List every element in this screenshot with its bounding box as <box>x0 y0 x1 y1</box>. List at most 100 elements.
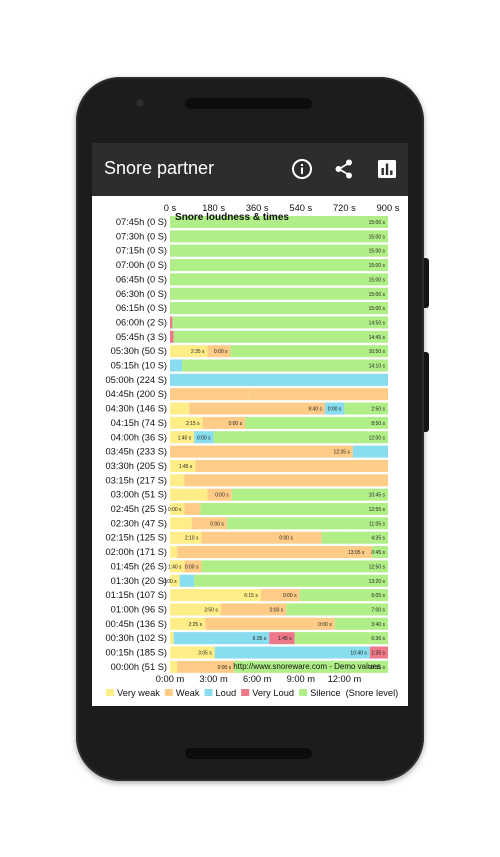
snore-chart: 07:45h (0 S) 15:00 s 07:30h (0 S) 15:00 s 07… <box>105 203 400 698</box>
bar-segment-w <box>201 531 296 544</box>
bottom-axis-tick: 3:00 m <box>199 674 228 684</box>
bar-segment-w <box>195 459 388 472</box>
segment-duration: 1:45 s <box>179 464 193 470</box>
segment-duration: 0:00 s <box>279 536 293 542</box>
row-label: 02:30h (47 S) <box>111 518 167 528</box>
bar-segment-vw <box>170 531 202 544</box>
segment-duration: 0:00 s <box>163 579 177 585</box>
bar-segment-w <box>367 546 373 559</box>
segment-duration: 0:00 s <box>168 507 182 513</box>
bar-segment-s <box>230 345 388 358</box>
bar-segment-l <box>352 445 388 458</box>
bar-segment-w <box>170 445 353 458</box>
segment-duration: 15:00 s <box>369 306 386 312</box>
bar-segment-vw <box>170 560 185 573</box>
row-label: 00:00h (51 S) <box>111 662 167 672</box>
bar-segment-vl <box>369 646 388 659</box>
top-axis-tick: 180 s <box>202 203 225 213</box>
bar-segment-s <box>170 244 388 257</box>
top-axis-tick: 360 s <box>246 203 269 213</box>
legend-swatch <box>241 689 250 696</box>
row-label: 06:45h (0 S) <box>116 274 167 284</box>
bar-segment-w <box>205 617 335 630</box>
segment-duration: 11:05 s <box>369 521 386 527</box>
segment-duration: 15:00 s <box>369 277 386 283</box>
bar-segment-s <box>213 431 388 444</box>
bar-segment-vw <box>170 574 180 587</box>
segment-duration: 2:25 s <box>188 622 202 628</box>
row-label: 02:00h (171 S) <box>105 547 167 557</box>
segment-duration: 13:05 s <box>348 550 365 556</box>
bar-segment-l <box>173 632 270 645</box>
bar-segment-vw <box>170 459 196 472</box>
top-axis-tick: 900 s <box>377 203 400 213</box>
row-label: 07:15h (0 S) <box>116 246 167 256</box>
bar-segment-s <box>286 603 388 616</box>
segment-duration: 3:40 s <box>371 622 385 628</box>
bar-segment-vw <box>170 474 185 487</box>
segment-duration: 6:30 s <box>371 636 385 642</box>
snore-chart-container: 07:45h (0 S) 15:00 s 07:30h (0 S) 15:00 s 07… <box>92 196 408 706</box>
row-label: 06:00h (2 S) <box>116 317 167 327</box>
bar-segment-s <box>234 660 388 673</box>
segment-duration: 12:35 s <box>333 450 350 456</box>
bar-segment-l <box>170 359 183 372</box>
bar-segment-w <box>189 402 326 415</box>
bar-segment-w <box>248 388 388 401</box>
segment-duration: 10:35 s <box>369 665 386 671</box>
segment-duration: 2:15 s <box>186 421 200 427</box>
bar-segment-vw <box>170 589 261 602</box>
bar-segment-w <box>184 503 201 515</box>
row-label: 02:45h (25 S) <box>111 504 167 514</box>
row-label: 00:30h (102 S) <box>105 633 167 643</box>
bar-segment-vw <box>170 632 174 645</box>
row-label: 02:15h (125 S) <box>105 533 167 543</box>
top-axis-tick: 0 s <box>164 203 177 213</box>
app-title: Snore partner <box>104 158 215 178</box>
bar-segment-w <box>207 345 231 358</box>
segment-duration: 8:50 s <box>371 421 385 427</box>
segment-duration: 14:10 s <box>369 364 386 370</box>
bar-segment-vw <box>170 660 178 673</box>
bar-segment-w <box>202 416 246 429</box>
bar-segment-l <box>194 431 214 444</box>
row-label: 01:00h (96 S) <box>111 604 167 614</box>
legend-label: Silence <box>310 688 341 698</box>
segment-duration: 6:05 s <box>371 593 385 599</box>
segment-duration: 0:00 s <box>318 622 332 628</box>
share-icon[interactable] <box>332 157 356 181</box>
bar-segment-s <box>372 546 388 559</box>
bar-segment-l <box>214 646 370 659</box>
bar-segment-s <box>170 216 388 228</box>
chart-title: Snore loudness & times <box>175 212 289 223</box>
bar-segment-l <box>179 574 195 587</box>
segment-duration: 15:00 s <box>369 249 386 255</box>
segment-duration: 0:00 s <box>197 435 211 441</box>
info-icon[interactable] <box>290 157 314 181</box>
bar-segment-s <box>170 230 388 243</box>
segment-duration: 0:00 s <box>218 665 232 671</box>
bar-segment-vl <box>269 632 295 645</box>
bar-segment-s <box>334 617 388 630</box>
segment-duration: 7:00 s <box>371 607 385 613</box>
segment-duration: 6:35 s <box>253 636 267 642</box>
segment-duration: 9:40 s <box>308 407 322 413</box>
segment-duration: 15:00 s <box>369 263 386 269</box>
segment-duration: 15:00 s <box>369 292 386 298</box>
bar-segment-s <box>182 359 388 372</box>
bar-segment-s <box>172 316 388 329</box>
bar-segment-vw <box>170 503 185 515</box>
bar-segment-w <box>295 531 322 544</box>
bar-segment-vw <box>170 431 195 444</box>
segment-duration: 4:35 s <box>371 536 385 542</box>
segment-duration: 0:00 s <box>214 349 228 355</box>
segment-duration: 2:10 s <box>185 536 199 542</box>
legend-swatch <box>106 689 114 696</box>
bar-segment-w <box>177 660 235 673</box>
bar-segment-l <box>170 373 388 386</box>
segment-duration: 6:15 s <box>244 593 258 599</box>
bar-segment-w <box>170 388 249 401</box>
row-label: 07:45h (0 S) <box>116 217 167 227</box>
segment-duration: 12:00 s <box>369 435 386 441</box>
bar-chart-icon[interactable] <box>375 157 399 181</box>
